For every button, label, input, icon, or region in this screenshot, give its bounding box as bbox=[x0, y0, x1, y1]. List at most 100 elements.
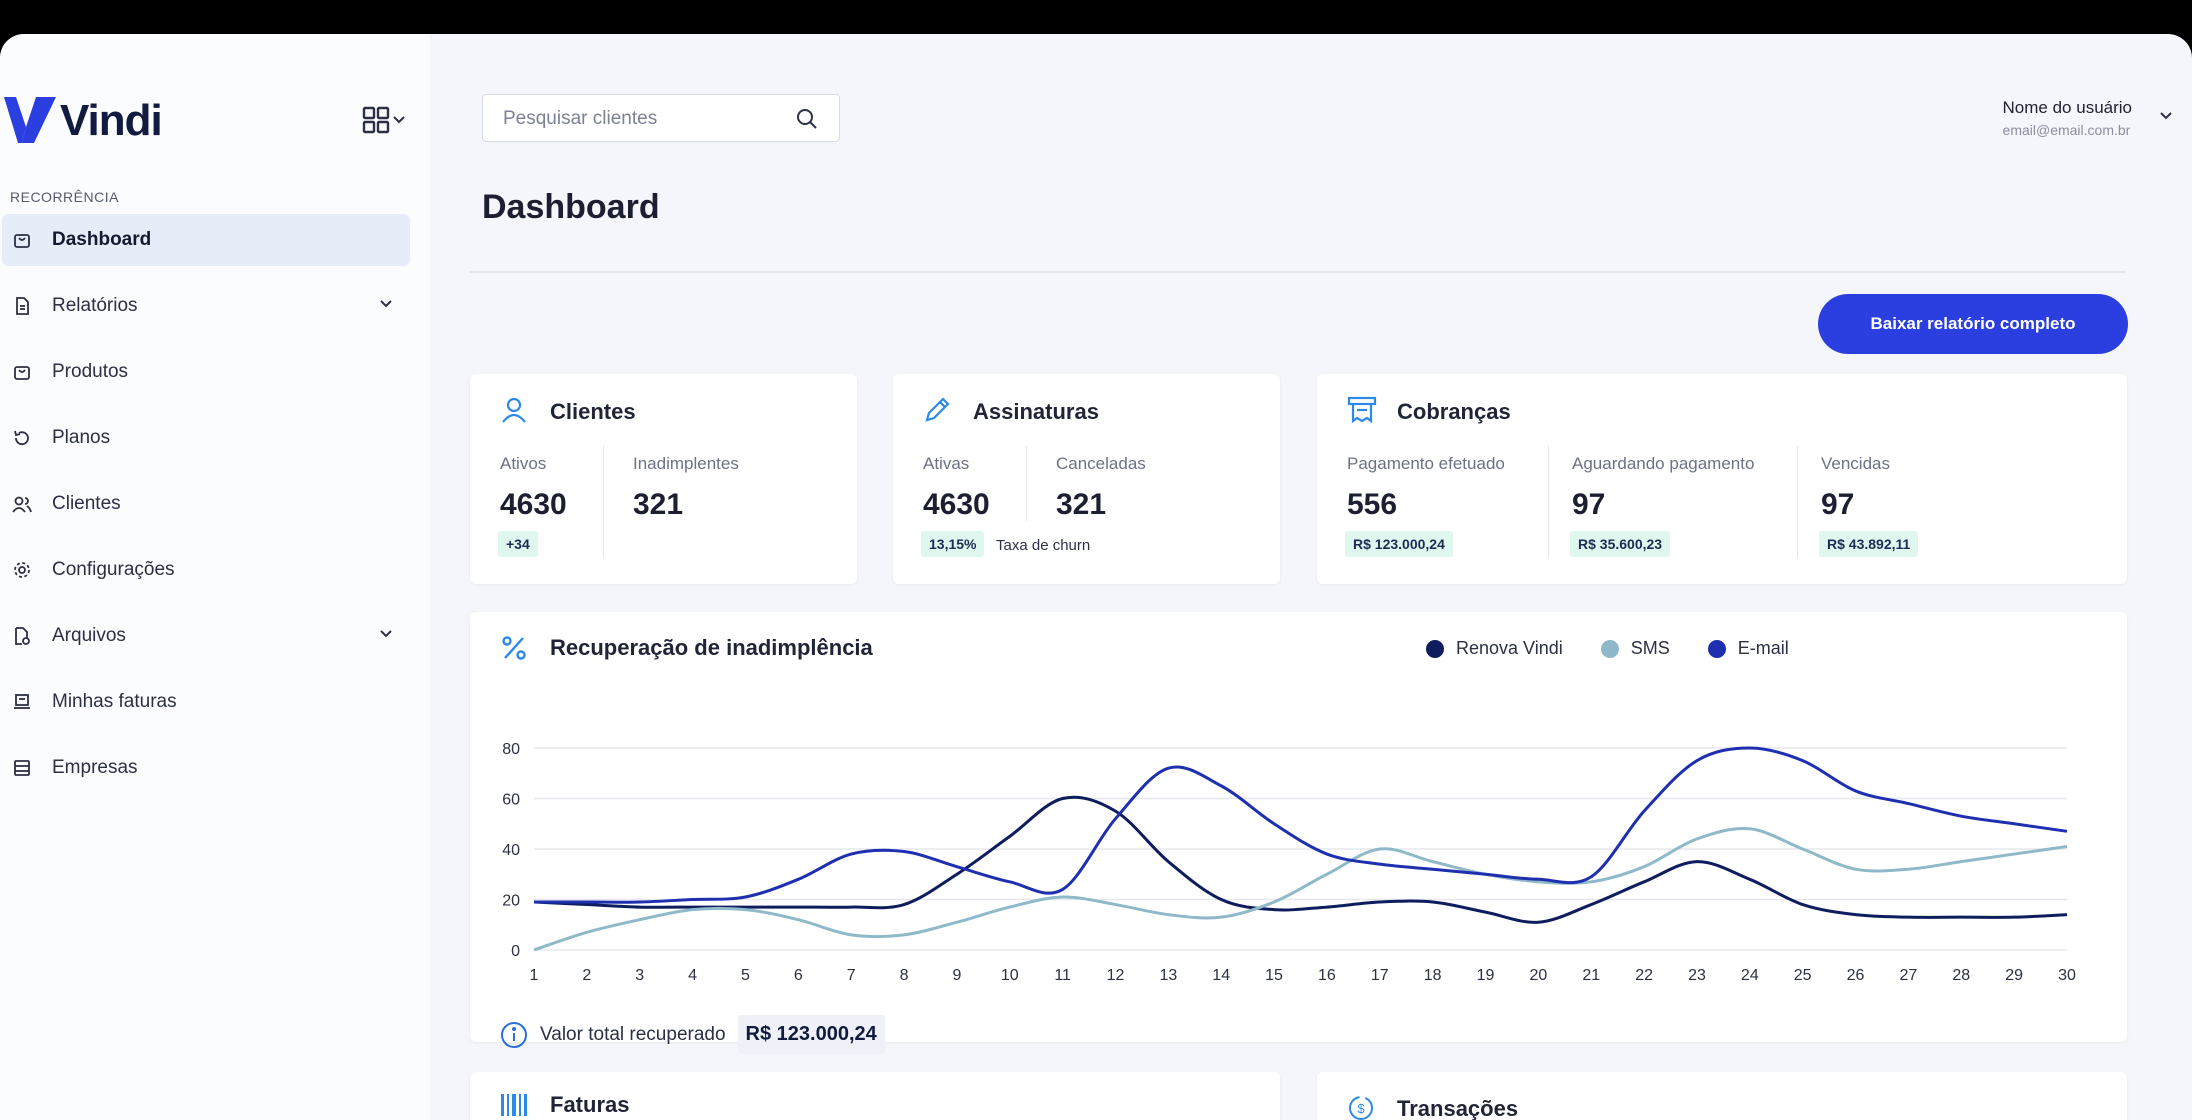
search-icon[interactable] bbox=[795, 107, 819, 131]
sidebar-item-label: Dashboard bbox=[52, 229, 152, 250]
legend-item-renova-vindi[interactable]: Renova Vindi bbox=[1426, 638, 1563, 659]
sidebar-item-clientes[interactable]: Clientes bbox=[2, 478, 410, 530]
sidebar-item-configuracoes[interactable]: Configurações bbox=[2, 544, 410, 596]
search-input[interactable] bbox=[501, 95, 795, 143]
sidebar-item-minhas-faturas[interactable]: Minhas faturas bbox=[2, 676, 410, 728]
x-tick-label: 3 bbox=[635, 967, 644, 984]
churn-label: Taxa de churn bbox=[996, 537, 1091, 554]
percent-icon bbox=[502, 636, 526, 660]
user-email: email@email.com.br bbox=[2002, 122, 2131, 138]
info-icon[interactable] bbox=[500, 1021, 528, 1049]
x-tick-label: 27 bbox=[1900, 967, 1918, 984]
chevron-down-icon bbox=[380, 630, 392, 638]
sidebar-item-planos[interactable]: Planos bbox=[2, 412, 410, 464]
stat-label: Canceladas bbox=[1056, 454, 1146, 473]
sidebar-item-dashboard[interactable]: Dashboard bbox=[2, 214, 410, 266]
stat-label: Aguardando pagamento bbox=[1572, 454, 1755, 473]
stat-value: 4630 bbox=[923, 488, 990, 521]
stat-ativos: Ativos 4630 bbox=[500, 454, 567, 522]
vindi-logo[interactable]: Vindi bbox=[4, 96, 163, 146]
pencil-icon bbox=[925, 397, 950, 422]
y-tick-label: 60 bbox=[502, 792, 520, 809]
chart-legend: Renova Vindi SMS E-mail bbox=[1426, 638, 1827, 659]
x-tick-label: 20 bbox=[1529, 967, 1547, 984]
sidebar-item-empresas[interactable]: Empresas bbox=[2, 742, 410, 794]
barcode-icon bbox=[501, 1094, 527, 1116]
user-menu[interactable]: Nome do usuário email@email.com.br bbox=[2003, 98, 2132, 138]
refresh-icon bbox=[12, 428, 32, 448]
series-line-sms bbox=[533, 826, 2068, 952]
sidebar-item-relatorios[interactable]: Relatórios bbox=[2, 280, 410, 332]
chevron-down-icon[interactable] bbox=[2158, 108, 2174, 124]
clientes-card: Clientes Ativos 4630 Inadimplentes 321 +… bbox=[470, 374, 857, 584]
amount-badge: R$ 35.600,23 bbox=[1570, 531, 1671, 557]
x-tick-label: 30 bbox=[2058, 967, 2076, 984]
x-tick-label: 19 bbox=[1477, 967, 1495, 984]
stat-value: 97 bbox=[1821, 488, 1855, 521]
card-title: Transações bbox=[1397, 1096, 1519, 1120]
sidebar-item-arquivos[interactable]: Arquivos bbox=[2, 610, 410, 662]
chevron-down-icon bbox=[393, 116, 405, 124]
x-tick-label: 4 bbox=[688, 967, 697, 984]
gear-icon bbox=[12, 560, 32, 580]
series-line-renova-vindi bbox=[533, 795, 2068, 924]
bag-icon bbox=[12, 362, 32, 382]
x-tick-label: 22 bbox=[1635, 967, 1653, 984]
svg-text:$: $ bbox=[1357, 1101, 1365, 1116]
divider bbox=[1797, 446, 1798, 558]
x-tick-label: 6 bbox=[794, 967, 803, 984]
legend-label: Renova Vindi bbox=[1456, 638, 1563, 658]
sidebar: Vindi RECORRÊNCIA Dashboard Relatórios bbox=[0, 34, 430, 1120]
divider bbox=[470, 271, 2126, 273]
user-name: Nome do usuário bbox=[2002, 98, 2132, 117]
x-tick-label: 12 bbox=[1107, 967, 1125, 984]
amount-badge: R$ 43.892,11 bbox=[1819, 531, 1919, 557]
x-tick-label: 9 bbox=[952, 967, 961, 984]
apps-menu-button[interactable] bbox=[362, 106, 406, 134]
x-tick-label: 13 bbox=[1159, 967, 1177, 984]
grid-icon bbox=[362, 106, 390, 134]
x-tick-label: 29 bbox=[2005, 967, 2023, 984]
stat-label: Ativas bbox=[923, 454, 970, 473]
sidebar-item-label: Planos bbox=[52, 427, 111, 448]
bag-icon bbox=[12, 230, 32, 250]
x-tick-label: 7 bbox=[847, 967, 856, 984]
card-title: Assinaturas bbox=[973, 399, 1099, 424]
sidebar-item-label: Produtos bbox=[52, 361, 129, 382]
legend-item-email[interactable]: E-mail bbox=[1707, 638, 1789, 659]
search-box bbox=[482, 94, 840, 143]
download-report-button[interactable]: Baixar relatório completo bbox=[1818, 294, 2128, 354]
legend-label: E-mail bbox=[1737, 638, 1789, 658]
divider bbox=[1026, 446, 1027, 521]
y-tick-label: 40 bbox=[502, 842, 520, 859]
x-tick-label: 11 bbox=[1054, 967, 1071, 984]
cobrancas-card: Cobranças Pagamento efetuado 556 R$ 123.… bbox=[1317, 374, 2127, 584]
sidebar-section-label: RECORRÊNCIA bbox=[10, 189, 119, 205]
building-icon bbox=[12, 758, 32, 778]
legend-swatch bbox=[1600, 639, 1619, 658]
stat-aguardando-pagamento: Aguardando pagamento 97 bbox=[1572, 454, 1754, 522]
x-tick-label: 17 bbox=[1371, 967, 1389, 984]
divider bbox=[603, 446, 604, 558]
x-tick-label: 24 bbox=[1741, 967, 1759, 984]
x-tick-label: 25 bbox=[1794, 967, 1812, 984]
invoice-icon bbox=[12, 692, 32, 712]
assinaturas-card: Assinaturas Ativas 4630 Canceladas 321 1… bbox=[893, 374, 1280, 584]
x-tick-label: 23 bbox=[1688, 967, 1706, 984]
x-tick-label: 14 bbox=[1212, 967, 1230, 984]
sidebar-item-label: Arquivos bbox=[52, 625, 126, 646]
stat-value: 97 bbox=[1572, 488, 1606, 521]
amount-badge: R$ 123.000,24 bbox=[1345, 531, 1453, 557]
users-icon bbox=[12, 494, 32, 514]
sidebar-item-produtos[interactable]: Produtos bbox=[2, 346, 410, 398]
stat-value: 4630 bbox=[500, 488, 567, 521]
money-circle-icon: $ bbox=[1349, 1096, 1373, 1120]
sidebar-item-label: Minhas faturas bbox=[52, 691, 177, 712]
chevron-down-icon bbox=[380, 300, 392, 308]
status-badge: +34 bbox=[498, 531, 538, 557]
x-tick-label: 2 bbox=[582, 967, 591, 984]
y-tick-label: 20 bbox=[502, 893, 520, 910]
legend-item-sms[interactable]: SMS bbox=[1600, 638, 1670, 659]
card-title: Faturas bbox=[550, 1092, 630, 1117]
